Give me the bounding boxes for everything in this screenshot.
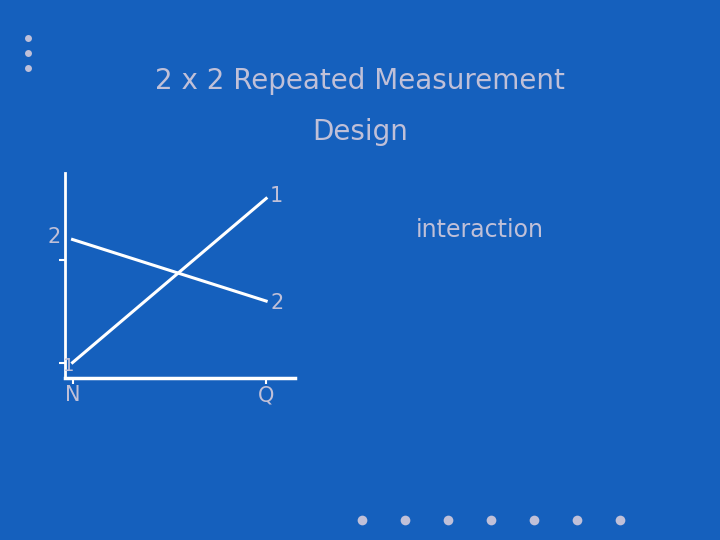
Text: 2: 2 bbox=[48, 227, 60, 247]
Text: 1: 1 bbox=[270, 186, 283, 206]
Text: Design: Design bbox=[312, 118, 408, 146]
Text: Q: Q bbox=[258, 385, 274, 405]
Text: 2 x 2 Repeated Measurement: 2 x 2 Repeated Measurement bbox=[155, 67, 565, 95]
Text: interaction: interaction bbox=[416, 218, 544, 242]
Text: 1: 1 bbox=[63, 357, 74, 375]
Text: 2: 2 bbox=[270, 293, 283, 313]
Text: N: N bbox=[65, 385, 81, 405]
